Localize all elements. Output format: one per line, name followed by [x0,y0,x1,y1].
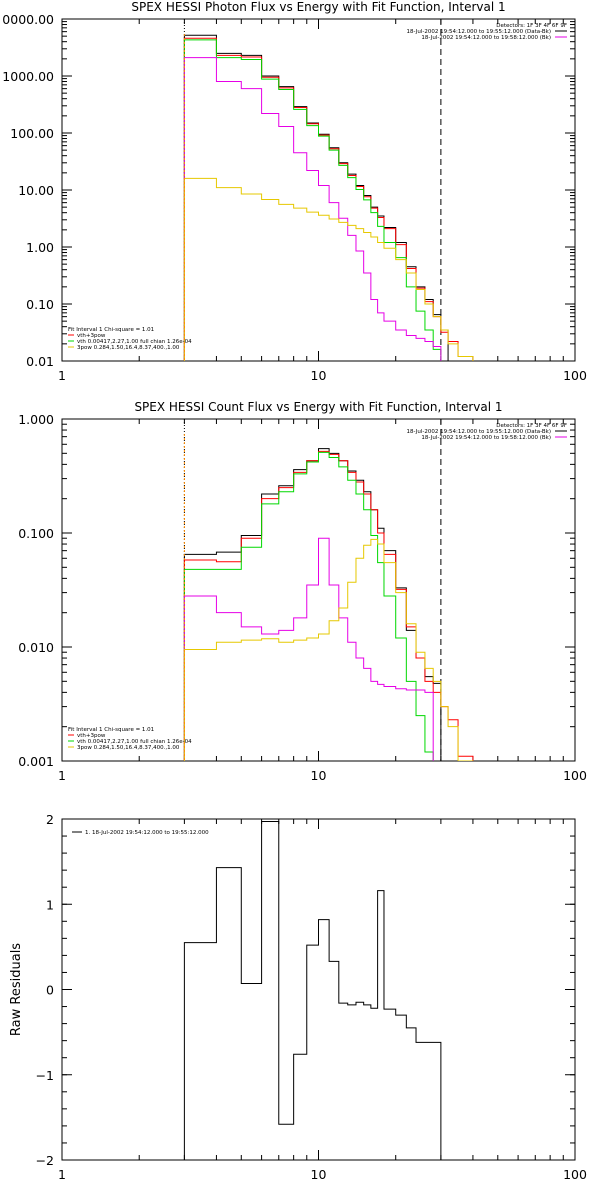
y-tick-label: 1 [46,897,54,912]
legend-entry: vth 0.00417,2.27,1.00 full chian 1.26e-0… [77,339,192,345]
legend-entry: 3pow 0.284,1.50,16.4,8.37,400.,1.00 [77,745,180,751]
legend-entry: vth+3pow [77,333,106,339]
series-yellow [183,177,474,361]
legend-entry: vth+3pow [77,733,106,739]
series-black [183,34,449,361]
x-tick-label: 10 [311,368,327,383]
series-yellow [183,538,474,761]
series-group [183,821,442,1160]
panel-1: SPEX HESSI Photon Flux vs Energy with Fi… [2,0,587,383]
x-tick-label: 100 [563,768,587,783]
plot-frame [61,18,576,362]
y-tick-label: 100.00 [10,126,54,141]
panel-3: 1 10 100 −2 −1 0 1 2 Raw Residuals 1. 18-Jul-2002… [9,812,587,1182]
legend-fit-summary: Fit Interval 1 Chi-square = 1.01 [68,727,154,733]
y-tick-label: 0 [46,983,54,998]
legend-fit-summary: Fit Interval 1 Chi-square = 1.01 [68,327,154,333]
x-tick-label: 10 [311,1167,327,1182]
series-group [183,34,474,361]
y-tick-label: 10.00 [18,183,54,198]
legend-top-entry: Detectors: 1F 3F 4F 6F 9F [496,423,567,429]
legend-entry: vth 0.00417,2.27,1.00 full chian 1.26e-0… [77,739,192,745]
legend-entry: 3pow 0.284,1.50,16.4,8.37,400.,1.00 [77,345,180,351]
chart-title: SPEX HESSI Photon Flux vs Energy with Fi… [131,0,505,14]
x-tick-label: 100 [563,368,587,383]
series-red [183,450,474,761]
series-green [183,39,442,361]
plot-frame [61,418,576,762]
y-tick-label: 1.000 [18,412,54,427]
panel-2: SPEX HESSI Count Flux vs Energy with Fit… [18,400,587,783]
y-tick-label: 0000.00 [2,12,54,27]
series-green [183,451,434,761]
x-tick-label: 10 [311,768,327,783]
legend-top-entry: 18-Jul-2002 19:54:12.000 to 19:55:12.000… [407,429,552,435]
series-group [183,448,474,761]
y-axis-label: Raw Residuals [9,943,24,1036]
y-tick-label: 0.100 [18,526,54,541]
legend-top-entry: 18-Jul-2002 19:54:12.000 to 19:58:12.000… [421,435,551,441]
series-magenta [183,537,434,761]
series-black [183,448,442,761]
series-black [183,821,442,1160]
y-tick-label: 2 [46,812,54,827]
y-tick-label: 0.010 [18,640,54,655]
x-tick-label: 1 [58,1167,66,1182]
y-tick-label: 0.01 [26,354,54,369]
y-tick-label: −1 [36,1068,54,1083]
y-tick-label: 1.00 [26,240,54,255]
x-tick-label: 100 [563,1167,587,1182]
series-magenta [183,57,442,361]
y-tick-label: 0.001 [18,754,54,769]
legend-top-entry: Detectors: 1F 3F 4F 6F 9F [496,23,567,29]
plot-frame [61,818,576,1161]
y-tick-label: 0.10 [26,297,54,312]
x-tick-label: 1 [58,768,66,783]
y-tick-label: 1000.00 [2,69,54,84]
legend-top-entry: 1. 18-Jul-2002 19:54:12.000 to 19:55:12.… [85,830,209,836]
legend-top-entry: 18-Jul-2002 19:54:12.000 to 19:55:12.000… [407,29,552,35]
x-tick-label: 1 [58,368,66,383]
legend-top-entry: 18-Jul-2002 19:54:12.000 to 19:58:12.000… [421,35,551,41]
y-tick-label: −2 [36,1153,54,1168]
chart-title: SPEX HESSI Count Flux vs Energy with Fit… [134,400,502,414]
